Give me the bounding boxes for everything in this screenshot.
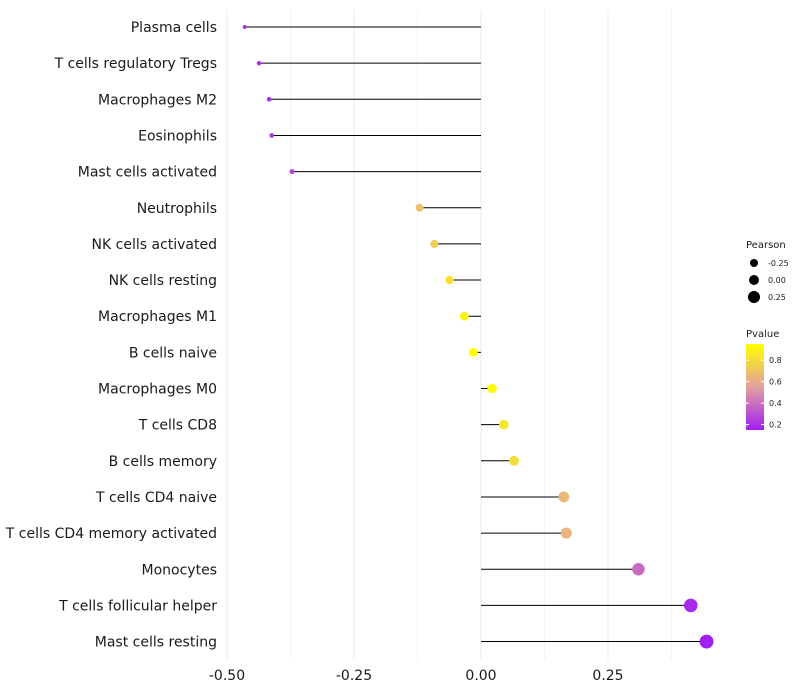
category-label: T cells CD4 naive [95,490,217,506]
category-label: Mast cells resting [95,635,217,651]
lollipop-dot [242,24,247,30]
size-legend-title: Pearson [746,240,786,251]
size-legend-dot [749,275,759,285]
category-label: NK cells activated [92,237,217,253]
lollipop-stems [244,26,707,643]
lollipop-dot [699,634,714,649]
lollipop-dots [242,24,714,649]
legend: Pearson -0.25 0.00 0.25 Pvalue 0.8 0.6 0.4 0.2 [746,240,789,430]
size-legend-dot [748,291,760,303]
category-label: Monocytes [142,562,217,578]
category-label: T cells regulatory Tregs [54,56,217,72]
color-legend-bar [746,344,764,430]
category-labels: Plasma cells T cells regulatory Tregs Macr… [5,20,217,651]
size-legend-label: 0.00 [768,276,786,285]
lollipop-dot [430,239,439,248]
lollipop-dot [415,203,424,212]
size-legend-label: -0.25 [768,259,789,268]
x-tick-label: 0.00 [465,668,496,684]
size-legend-dot [750,259,758,267]
lollipop-dot [289,169,295,175]
lollipop-dot [684,598,698,613]
lollipop-dot [445,275,454,285]
category-label: Plasma cells [131,20,217,36]
color-legend-label: 0.8 [769,356,782,365]
x-tick-label: 0.25 [592,668,623,684]
category-label: NK cells resting [109,273,217,289]
lollipop-dot [487,383,497,394]
lollipop-dot [558,491,570,503]
category-label: Macrophages M1 [98,309,217,325]
category-label: T cells CD4 memory activated [5,526,217,542]
lollipop-dot [468,347,478,357]
color-legend-label: 0.4 [769,399,782,408]
lollipop-dot [632,563,645,576]
color-legend-label: 0.6 [769,378,782,387]
color-legend-title: Pvalue [746,329,779,340]
lollipop-dot [266,97,272,102]
x-tick-label: -0.50 [209,668,245,684]
category-label: Mast cells activated [78,165,217,181]
category-label: B cells memory [109,454,217,470]
category-label: Neutrophils [137,201,217,217]
size-legend-label: 0.25 [768,293,786,302]
lollipop-dot [509,455,519,466]
lollipop-dot [269,133,275,138]
x-tick-label: -0.25 [336,668,372,684]
gridlines [226,10,672,660]
lollipop-dot [256,60,262,66]
category-label: T cells follicular helper [58,598,217,614]
category-label: Eosinophils [138,128,217,144]
category-label: Macrophages M2 [98,92,217,108]
category-label: T cells CD8 [138,418,217,434]
category-label: B cells naive [129,345,217,361]
lollipop-dot [459,311,469,321]
category-label: Macrophages M0 [98,382,217,398]
x-tick-labels: -0.50 -0.25 0.00 0.25 [209,668,624,684]
lollipop-dot [560,527,572,539]
lollipop-dot [499,419,509,430]
color-legend-label: 0.2 [769,421,782,430]
